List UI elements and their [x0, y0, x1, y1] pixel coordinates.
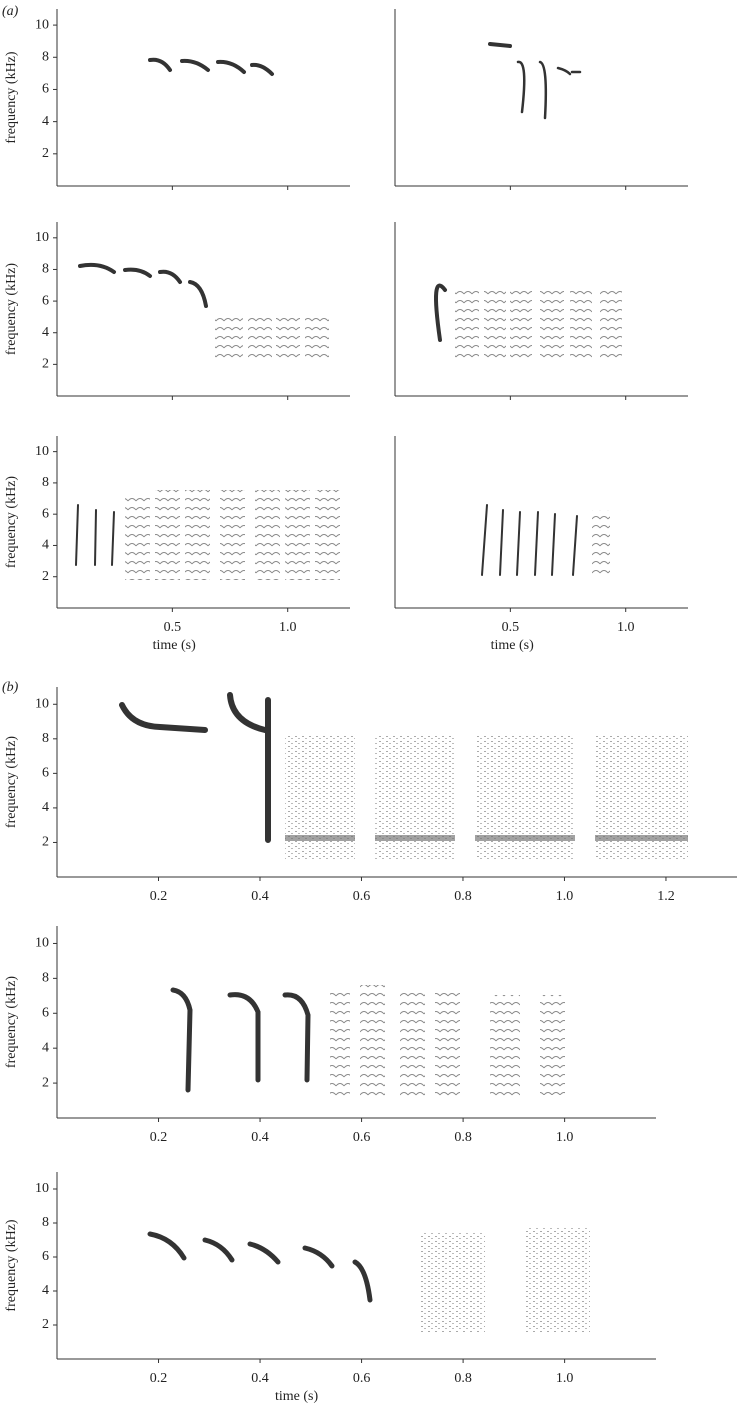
x-tick-label: 0.6: [353, 889, 371, 904]
y-tick-label: 8: [42, 49, 49, 64]
x-tick-label: 0.8: [454, 889, 472, 904]
x-tick-label: 1.2: [657, 889, 675, 904]
x-tick-label: 0.5: [164, 620, 182, 635]
x-tick-label: 0.2: [150, 1130, 168, 1145]
x-tick-label: 0.8: [454, 1130, 472, 1145]
y-tick-label: 4: [42, 325, 49, 340]
panel-label: (a): [2, 4, 19, 19]
y-tick-label: 10: [35, 1181, 49, 1196]
y-tick-label: 10: [35, 17, 49, 32]
x-tick-label: 0.6: [353, 1371, 371, 1386]
y-tick-label: 4: [42, 1283, 49, 1298]
y-tick-label: 4: [42, 800, 49, 815]
spectrogram-image: [75, 42, 688, 1333]
x-tick-label: 1.0: [279, 620, 297, 635]
x-tick-label: 0.4: [251, 1371, 269, 1386]
x-tick-label: 0.6: [353, 1130, 371, 1145]
x-tick-label: 1.0: [556, 1130, 574, 1145]
y-tick-label: 2: [42, 357, 49, 372]
y-tick-label: 2: [42, 146, 49, 161]
y-axis-label: frequency (kHz): [4, 976, 19, 1068]
y-axis-label: frequency (kHz): [4, 51, 19, 143]
x-tick-label: 0.5: [502, 620, 520, 635]
x-axis-label: time (s): [275, 1389, 318, 1404]
y-axis-label: frequency (kHz): [4, 263, 19, 355]
y-axis-label: frequency (kHz): [4, 736, 19, 828]
y-tick-label: 6: [42, 766, 49, 781]
y-tick-label: 2: [42, 1317, 49, 1332]
y-axis-label: frequency (kHz): [4, 476, 19, 568]
panel-label: (b): [2, 680, 19, 695]
y-tick-label: 2: [42, 835, 49, 850]
y-tick-label: 8: [42, 971, 49, 986]
y-tick-label: 6: [42, 82, 49, 97]
y-tick-label: 10: [35, 696, 49, 711]
x-tick-label: 0.8: [454, 1371, 472, 1386]
y-tick-label: 6: [42, 506, 49, 521]
x-tick-label: 0.4: [251, 889, 269, 904]
x-tick-label: 0.2: [150, 1371, 168, 1386]
y-tick-label: 4: [42, 538, 49, 553]
y-tick-label: 4: [42, 1040, 49, 1055]
y-tick-label: 6: [42, 1249, 49, 1264]
y-tick-label: 2: [42, 569, 49, 584]
x-tick-label: 0.4: [251, 1130, 269, 1145]
x-tick-label: 1.0: [556, 1371, 574, 1386]
y-tick-label: 10: [35, 936, 49, 951]
y-axis-label: frequency (kHz): [4, 1219, 19, 1311]
y-tick-label: 8: [42, 1215, 49, 1230]
y-tick-label: 8: [42, 475, 49, 490]
x-tick-label: 1.0: [617, 620, 635, 635]
x-tick-label: 0.2: [150, 889, 168, 904]
y-tick-label: 10: [35, 444, 49, 459]
y-tick-label: 8: [42, 262, 49, 277]
x-axis-label: time (s): [153, 638, 196, 653]
y-tick-label: 2: [42, 1075, 49, 1090]
y-tick-label: 6: [42, 293, 49, 308]
y-tick-label: 8: [42, 731, 49, 746]
y-tick-label: 6: [42, 1005, 49, 1020]
y-tick-label: 4: [42, 114, 49, 129]
y-tick-label: 10: [35, 230, 49, 245]
x-axis-label: time (s): [491, 638, 534, 653]
x-tick-label: 1.0: [556, 889, 574, 904]
